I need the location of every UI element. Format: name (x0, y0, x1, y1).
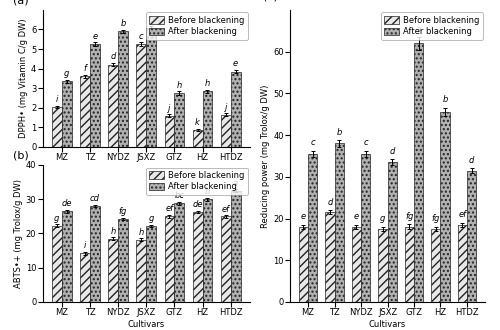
Text: d: d (110, 52, 116, 61)
Bar (388, 162, 397, 302)
Text: e: e (92, 32, 98, 41)
Bar (136, 44, 146, 147)
Text: ef: ef (458, 210, 466, 219)
Text: h: h (138, 228, 144, 237)
Bar (62, 211, 72, 302)
Text: d: d (328, 198, 332, 207)
Bar (334, 144, 344, 302)
Text: d: d (390, 147, 395, 156)
Bar (404, 227, 414, 302)
Bar (146, 226, 156, 302)
Bar (80, 77, 90, 147)
Legend: Before blackening, After blackening: Before blackening, After blackening (381, 13, 482, 40)
Text: fg: fg (405, 212, 413, 221)
Y-axis label: Reducing power (mg Trolox/g DW): Reducing power (mg Trolox/g DW) (262, 84, 270, 228)
Text: e: e (354, 212, 359, 221)
Bar (174, 93, 184, 147)
Text: h: h (110, 227, 116, 236)
Text: ef: ef (222, 205, 230, 214)
Text: fg: fg (119, 207, 127, 216)
Text: de: de (62, 199, 72, 208)
Text: g: g (54, 214, 60, 223)
Text: g: g (64, 69, 70, 78)
Text: j: j (168, 104, 170, 113)
Text: b: b (205, 187, 210, 196)
Bar (174, 203, 184, 302)
Text: g: g (380, 214, 386, 223)
Bar (164, 115, 174, 147)
Bar (202, 199, 212, 302)
Text: b: b (120, 19, 126, 28)
Text: (c): (c) (262, 0, 278, 1)
Bar (378, 229, 388, 302)
Text: d: d (469, 155, 474, 165)
Y-axis label: DPPH• (mg Vitamin C/g DW): DPPH• (mg Vitamin C/g DW) (19, 18, 28, 138)
Text: f: f (84, 64, 86, 73)
Legend: Before blackening, After blackening: Before blackening, After blackening (146, 168, 248, 195)
Bar (62, 81, 72, 147)
Text: fg: fg (432, 214, 440, 223)
Bar (108, 239, 118, 302)
Text: c: c (139, 32, 143, 41)
Bar (118, 31, 128, 147)
Bar (458, 225, 467, 302)
Bar (52, 226, 62, 302)
Bar (90, 44, 100, 147)
Y-axis label: ABTS•+ (mg Trolox/g DW): ABTS•+ (mg Trolox/g DW) (14, 179, 23, 288)
Bar (326, 212, 334, 302)
Bar (414, 43, 423, 302)
Bar (164, 216, 174, 302)
Bar (221, 115, 230, 147)
Text: c: c (310, 138, 315, 148)
Text: c: c (364, 138, 368, 148)
Bar (108, 65, 118, 147)
Bar (146, 27, 156, 147)
Bar (431, 229, 440, 302)
Text: k: k (195, 118, 200, 127)
Text: b: b (336, 128, 342, 137)
Text: (a): (a) (14, 0, 29, 6)
Text: cd: cd (90, 194, 100, 203)
Bar (352, 227, 361, 302)
Text: i: i (56, 95, 58, 104)
Bar (136, 240, 146, 302)
Bar (361, 154, 370, 302)
Text: b: b (442, 95, 448, 104)
X-axis label: Cultivars: Cultivars (128, 320, 165, 329)
X-axis label: Cultivars: Cultivars (369, 320, 406, 329)
Legend: Before blackening, After blackening: Before blackening, After blackening (146, 13, 248, 40)
Bar (192, 212, 202, 302)
Text: de: de (192, 200, 203, 209)
Text: a: a (416, 24, 421, 34)
Text: i: i (84, 242, 86, 250)
Bar (308, 154, 318, 302)
Text: a: a (233, 179, 238, 188)
Text: h: h (205, 79, 210, 88)
Bar (299, 227, 308, 302)
Bar (221, 216, 230, 302)
Text: e: e (233, 59, 238, 68)
Text: j: j (224, 103, 227, 112)
Bar (80, 253, 90, 302)
Bar (90, 206, 100, 302)
Text: (b): (b) (14, 151, 29, 161)
Text: g: g (148, 214, 154, 223)
Bar (52, 107, 62, 147)
Text: a: a (148, 15, 154, 24)
Bar (440, 112, 450, 302)
Text: h: h (176, 81, 182, 90)
X-axis label: Cultivars: Cultivars (128, 165, 165, 174)
Bar (230, 72, 240, 147)
Bar (202, 91, 212, 147)
Bar (467, 171, 476, 302)
Text: bc: bc (174, 191, 184, 200)
Bar (230, 191, 240, 302)
Text: ef: ef (166, 204, 173, 213)
Text: e: e (301, 212, 306, 221)
Bar (192, 130, 202, 147)
Bar (118, 219, 128, 302)
